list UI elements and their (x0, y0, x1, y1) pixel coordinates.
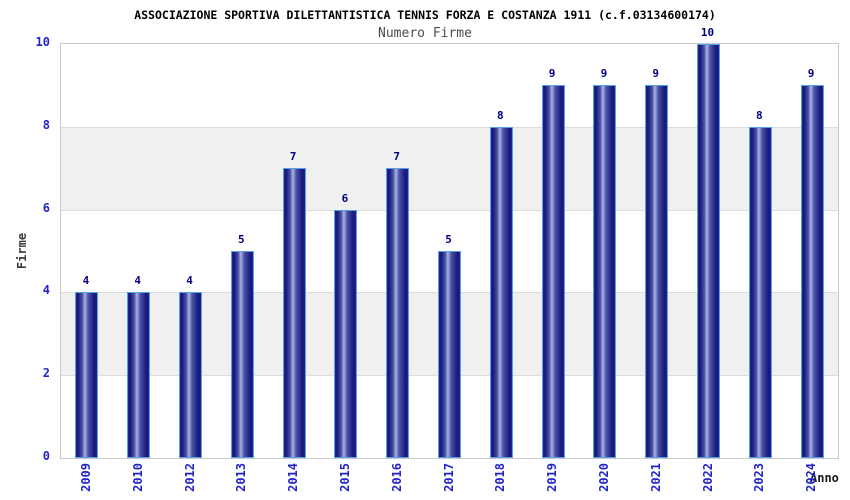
chart-title: ASSOCIAZIONE SPORTIVA DILETTANTISTICA TE… (134, 8, 716, 22)
x-tick-label: 2012 (182, 463, 197, 492)
bar-value-label: 5 (445, 233, 452, 246)
x-tick-label: 2017 (441, 463, 456, 492)
bar-2015 (334, 209, 358, 458)
x-tick-label: 2024 (804, 463, 819, 492)
bar-2014 (282, 168, 306, 458)
bar-value-label: 9 (652, 67, 659, 81)
chart-subtitle: Numero Firme (378, 26, 472, 41)
bar-2021 (645, 85, 669, 458)
x-tick-label: 2013 (234, 463, 249, 492)
x-tick-label: 2019 (545, 463, 560, 492)
gridline (61, 126, 838, 128)
bar-value-label: 4 (186, 274, 193, 288)
bar-value-label: 8 (755, 108, 763, 122)
bar-value-label: 5 (237, 233, 245, 246)
background-band (61, 126, 838, 210)
bar-value-label: 9 (548, 67, 556, 81)
bar-value-label: 4 (82, 274, 90, 288)
y-tick-label: 0 (42, 449, 50, 463)
x-tick-label: 2021 (648, 463, 663, 492)
bar-2018 (489, 126, 513, 458)
bar-value-label: 6 (341, 191, 349, 205)
bar-2012 (179, 292, 202, 458)
x-tick-label: 2020 (596, 463, 611, 492)
y-axis-title: Firme (15, 232, 29, 270)
bar-2010 (127, 292, 151, 458)
x-axis-title: Anno (810, 471, 839, 485)
x-tick-label: 2014 (286, 463, 301, 492)
bar-value-label: 10 (700, 26, 715, 39)
plot-area (60, 43, 839, 459)
y-tick-label: 10 (35, 35, 50, 49)
bar-value-label: 4 (134, 274, 141, 288)
bar-2016 (386, 168, 410, 458)
bar-value-label: 7 (393, 150, 400, 164)
x-tick-label: 2015 (337, 463, 352, 492)
y-tick-label: 2 (42, 366, 50, 381)
bar-2022 (697, 44, 720, 458)
y-tick-label: 4 (42, 283, 50, 298)
bar-2020 (593, 85, 617, 458)
bar-value-label: 9 (807, 67, 815, 81)
x-tick-label: 2010 (130, 463, 145, 492)
y-tick-label: 6 (42, 200, 50, 215)
bar-2024 (800, 85, 824, 458)
bar-2009 (75, 292, 99, 458)
bar-value-label: 7 (289, 150, 297, 164)
x-tick-label: 2009 (78, 463, 93, 492)
x-tick-label: 2016 (389, 463, 404, 492)
bar-2013 (230, 251, 254, 458)
background-band (61, 44, 838, 127)
gridline (61, 209, 838, 211)
bar-2023 (748, 126, 772, 458)
x-tick-label: 2023 (752, 463, 767, 492)
y-tick-label: 8 (42, 117, 50, 132)
bar-value-label: 9 (600, 67, 608, 81)
bar-2019 (541, 85, 565, 458)
x-tick-label: 2018 (493, 463, 508, 492)
bar-2017 (438, 251, 461, 458)
x-tick-label: 2022 (700, 463, 715, 492)
bar-value-label: 8 (496, 108, 504, 122)
